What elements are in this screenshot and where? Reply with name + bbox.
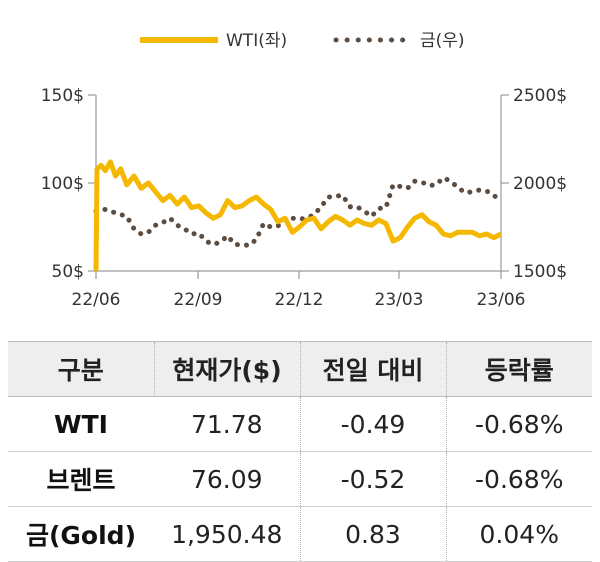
row-change: -0.49 [299, 396, 446, 452]
x-tick-label: 23/06 [477, 290, 526, 310]
row-change: -0.52 [299, 451, 446, 507]
right-tick-label: 2500$ [513, 86, 567, 106]
legend-gold-label: 금(우) [420, 31, 465, 51]
x-tick-label: 22/12 [275, 290, 324, 310]
series [93, 159, 504, 272]
left-tick-label: 100$ [41, 174, 84, 194]
row-change: 0.83 [299, 506, 446, 562]
row-label: 브렌트 [8, 451, 154, 507]
legend-wti-label: WTI(좌) [226, 31, 287, 51]
right-tick-label: 2000$ [513, 174, 567, 194]
row-label: 금(Gold) [8, 506, 154, 562]
header-category: 구분 [8, 341, 154, 397]
table-header-row: 구분 현재가($) 전일 대비 등락률 [8, 341, 592, 397]
x-tick-label: 22/06 [72, 290, 121, 310]
row-price: 76.09 [190, 464, 263, 494]
series-gold-line [93, 175, 504, 248]
x-tick-label: 23/03 [375, 290, 424, 310]
ticks: 22/06 22/09 22/12 23/03 23/06 50$ 100$ 150$ 1500… [41, 86, 567, 310]
price-summary-table: 구분 현재가($) 전일 대비 등락률 WTI 71.78 -0.49 -0.6… [8, 341, 592, 562]
row-rate: -0.68% [445, 396, 592, 452]
x-tick-label: 22/09 [174, 290, 223, 310]
row-rate: 0.04% [445, 506, 592, 562]
row-price: 71.78 [190, 409, 263, 439]
right-tick-label: 1500$ [513, 262, 567, 282]
series-wti-line [93, 159, 503, 272]
table-row: WTI 71.78 -0.49 -0.68% [8, 396, 592, 452]
header-price: 현재가($) [153, 341, 300, 397]
legend: WTI(좌) 금(우) [140, 31, 465, 51]
row-label: WTI [8, 396, 154, 452]
header-rate: 등락률 [445, 341, 592, 397]
chart: WTI(좌) 금(우) 22/06 22/09 22/12 23/03 23/06 50$… [41, 31, 567, 310]
row-price: 1,950.48 [171, 519, 283, 549]
left-tick-label: 150$ [41, 86, 84, 106]
table-row: 금(Gold) 1,950.48 0.83 0.04% [8, 506, 592, 562]
header-change: 전일 대비 [299, 341, 446, 397]
left-tick-label: 50$ [52, 262, 84, 282]
row-rate: -0.68% [445, 451, 592, 507]
table-row: 브렌트 76.09 -0.52 -0.68% [8, 451, 592, 507]
